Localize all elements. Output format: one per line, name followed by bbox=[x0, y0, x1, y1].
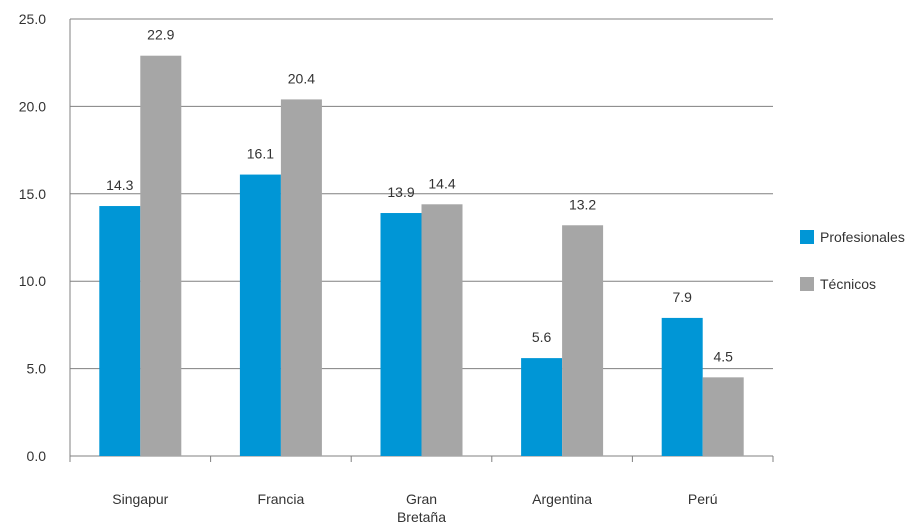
x-axis-categories: Singapur Francia Gran Bretaña Argentina Perú bbox=[112, 491, 717, 525]
x-category-label: Argentina bbox=[532, 491, 592, 507]
y-tick-label: 20.0 bbox=[19, 98, 46, 114]
x-category-label: Gran Bretaña bbox=[397, 491, 446, 525]
bar-profesionales bbox=[380, 213, 422, 456]
legend-swatch bbox=[800, 277, 814, 291]
y-tick-label: 25.0 bbox=[19, 11, 46, 27]
bar-t-cnicos bbox=[421, 204, 463, 456]
bar-value-label: 16.1 bbox=[247, 146, 274, 162]
bar-value-label: 13.9 bbox=[387, 184, 414, 200]
bar-t-cnicos bbox=[140, 55, 182, 456]
legend: Profesionales Técnicos bbox=[800, 229, 905, 292]
y-tick-label: 5.0 bbox=[27, 361, 47, 377]
legend-swatch bbox=[800, 230, 814, 244]
bar-profesionales bbox=[661, 317, 703, 456]
y-tick-label: 0.0 bbox=[27, 448, 47, 464]
bar-t-cnicos bbox=[702, 377, 744, 456]
x-category-label: Francia bbox=[258, 491, 305, 507]
y-tick-label: 10.0 bbox=[19, 273, 46, 289]
legend-label: Profesionales bbox=[820, 229, 905, 245]
bar-value-label: 14.4 bbox=[428, 175, 455, 191]
bar-t-cnicos bbox=[280, 99, 322, 457]
bar-value-label: 22.9 bbox=[147, 27, 174, 43]
bar-value-label: 20.4 bbox=[288, 70, 315, 86]
bars bbox=[99, 55, 744, 457]
bar-value-label: 5.6 bbox=[532, 329, 552, 345]
bar-value-label: 14.3 bbox=[106, 177, 133, 193]
bar-t-cnicos bbox=[562, 225, 604, 456]
bar-value-label: 7.9 bbox=[672, 289, 692, 305]
bar-profesionales bbox=[521, 358, 563, 456]
legend-label: Técnicos bbox=[820, 276, 876, 292]
y-tick-label: 15.0 bbox=[19, 186, 46, 202]
data-labels: 14.3 22.9 16.1 20.4 13.9 14.4 5.6 13.2 7.9 4.5 bbox=[106, 27, 733, 365]
x-category-label: Singapur bbox=[112, 491, 168, 507]
bar-profesionales bbox=[99, 206, 141, 456]
bar-profesionales bbox=[239, 174, 281, 456]
bar-value-label: 4.5 bbox=[713, 348, 733, 364]
x-category-label: Perú bbox=[688, 491, 718, 507]
bar-value-label: 13.2 bbox=[569, 196, 596, 212]
y-axis-ticks: 0.0 5.0 10.0 15.0 20.0 25.0 bbox=[19, 11, 46, 464]
